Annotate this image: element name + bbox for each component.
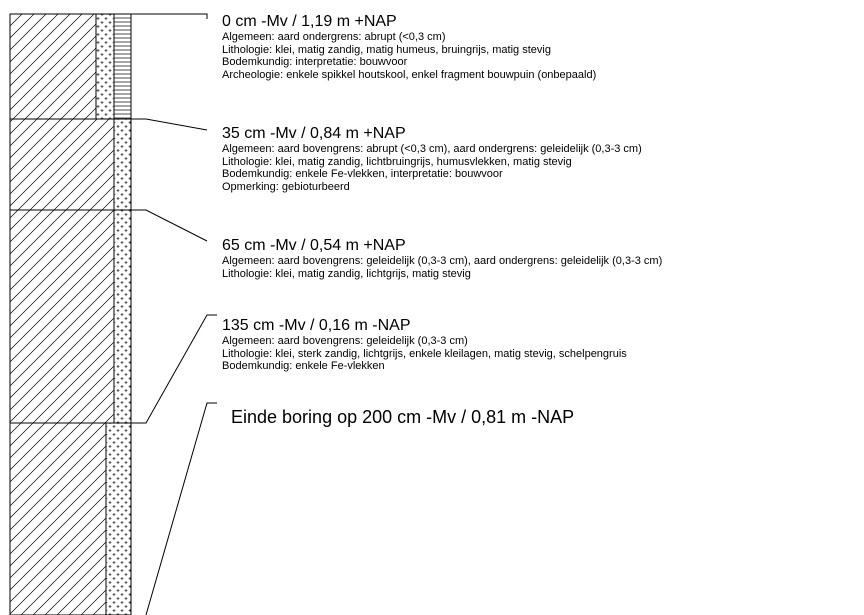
- leader-line-layer-2: [131, 118, 208, 131]
- layer-line: Archeologie: enkele spikkel houtskool, e…: [222, 68, 597, 81]
- layer-title: 65 cm -Mv / 0,54 m +NAP: [222, 237, 406, 254]
- layer-description-3: 65 cm -Mv / 0,54 m +NAP Algemeen: aard b…: [222, 236, 662, 280]
- layer-line: Bodemkundig: enkele Fe-vlekken, interpre…: [222, 168, 503, 181]
- layer-line: Algemeen: aard bovengrens: abrupt (<0,3 …: [222, 143, 642, 155]
- layer-3-column: [9, 209, 132, 424]
- layer-title: 0 cm -Mv / 1,19 m +NAP: [222, 13, 397, 30]
- layer-line: Algemeen: aard ondergrens: abrupt (<0,3 …: [222, 31, 446, 43]
- layer-line: Lithologie: klei, matig zandig, lichtgri…: [222, 267, 471, 280]
- layer-line: Lithologie: klei, matig zandig, matig hu…: [222, 43, 551, 56]
- layer-description-2: 35 cm -Mv / 0,84 m +NAP Algemeen: aard b…: [222, 124, 642, 193]
- layer-1-column: [9, 13, 132, 120]
- layer-line: Lithologie: klei, sterk zandig, lichtgri…: [222, 347, 627, 360]
- leader-line-end: [145, 402, 217, 615]
- layer-2-column: [9, 118, 132, 211]
- layer-line: Opmerking: gebioturbeerd: [222, 180, 350, 193]
- layer-line: Algemeen: aard bovengrens: geleidelijk (…: [222, 255, 663, 267]
- layer-line: Bodemkundig: enkele Fe-vlekken: [222, 360, 385, 373]
- leader-line-layer-3: [131, 209, 208, 242]
- layer-title: 135 cm -Mv / 0,16 m -NAP: [222, 317, 411, 334]
- layer-description-1: 0 cm -Mv / 1,19 m +NAP Algemeen: aard on…: [222, 12, 596, 81]
- layer-description-4: 135 cm -Mv / 0,16 m -NAP Algemeen: aard …: [222, 316, 627, 373]
- layer-line: Lithologie: klei, matig zandig, lichtbru…: [222, 155, 572, 168]
- layer-4-column: [9, 422, 132, 615]
- layer-line: Algemeen: aard bovengrens: geleidelijk (…: [222, 335, 468, 347]
- leader-line-layer-4: [131, 314, 217, 424]
- leader-line-layer-1: [131, 13, 208, 19]
- layer-title: 35 cm -Mv / 0,84 m +NAP: [222, 125, 406, 142]
- end-of-boring-label: Einde boring op 200 cm -Mv / 0,81 m -NAP: [231, 407, 575, 427]
- layer-line: Bodemkundig: interpretatie: bouwvoor: [222, 56, 408, 69]
